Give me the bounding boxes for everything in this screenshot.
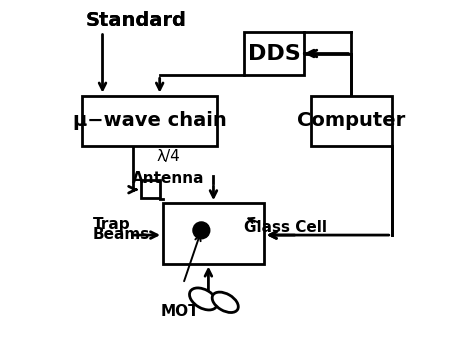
Circle shape: [193, 222, 210, 239]
Text: MOT: MOT: [161, 304, 199, 319]
Bar: [244, 32, 304, 75]
Text: Standard: Standard: [86, 12, 187, 31]
Text: μ−wave chain: μ−wave chain: [73, 111, 227, 130]
Bar: [163, 203, 264, 264]
Text: Beams: Beams: [92, 227, 150, 242]
Bar: [311, 96, 392, 146]
Text: Standard: Standard: [86, 12, 187, 31]
Text: Glass Cell: Glass Cell: [244, 220, 327, 235]
Text: λ/4: λ/4: [156, 149, 180, 164]
Text: Antenna: Antenna: [132, 171, 204, 186]
Bar: [82, 96, 217, 146]
Text: Computer: Computer: [297, 111, 405, 130]
Text: Trap: Trap: [92, 217, 130, 232]
Ellipse shape: [190, 288, 217, 310]
Ellipse shape: [212, 292, 238, 313]
Bar: [141, 180, 160, 198]
Text: DDS: DDS: [247, 43, 301, 63]
